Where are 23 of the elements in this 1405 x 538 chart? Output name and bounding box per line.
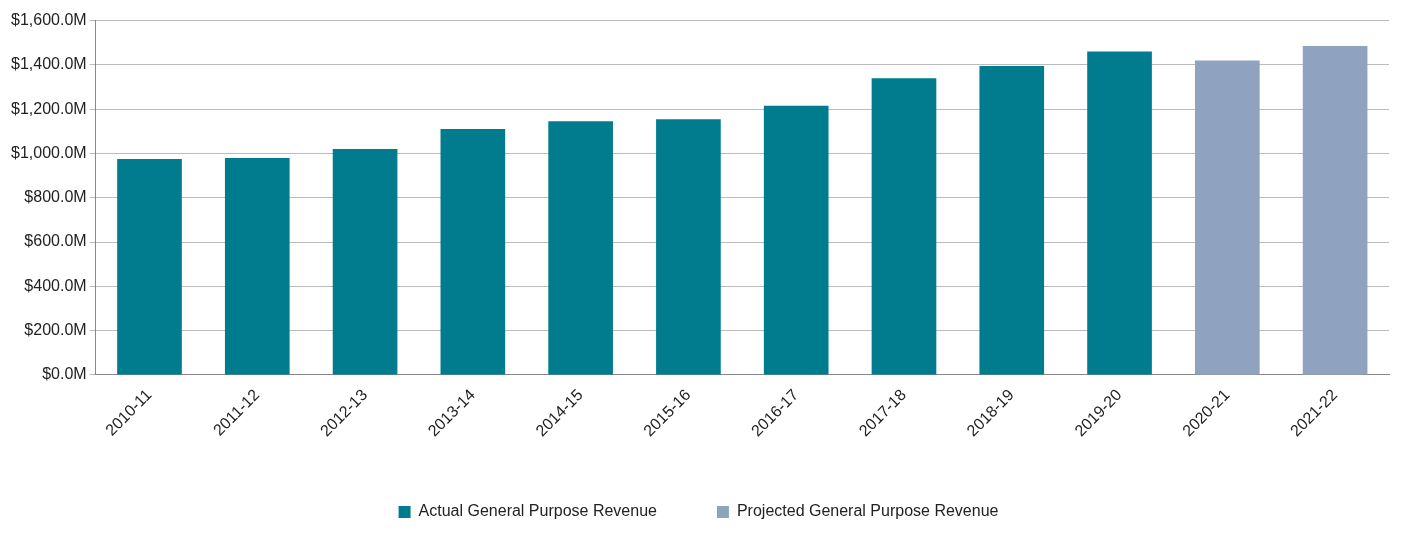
legend-label: Actual General Purpose Revenue: [418, 502, 658, 520]
bar: [871, 78, 937, 375]
y-tick-label: $1,200.0M: [11, 99, 87, 117]
y-tick-label: $600.0M: [24, 232, 87, 250]
bar: [548, 121, 613, 375]
y-tick-label: $1,000.0M: [11, 143, 87, 161]
bar: [763, 105, 829, 375]
legend-label: Projected General Purpose Revenue: [736, 502, 999, 520]
bar: [979, 66, 1045, 375]
bar: [1087, 51, 1152, 375]
bar: [224, 157, 290, 375]
y-tick-label: $400.0M: [24, 276, 87, 294]
bar: [656, 119, 721, 375]
y-tick-label: $0.0M: [42, 365, 87, 383]
bar: [1194, 60, 1260, 375]
bar: [117, 159, 182, 375]
y-tick-label: $800.0M: [24, 188, 87, 206]
bar: [332, 149, 398, 375]
y-tick-label: $200.0M: [24, 321, 87, 339]
bar: [440, 129, 506, 375]
y-tick-label: $1,600.0M: [11, 11, 87, 29]
bar: [1302, 46, 1368, 375]
y-tick-label: $1,400.0M: [11, 55, 87, 73]
